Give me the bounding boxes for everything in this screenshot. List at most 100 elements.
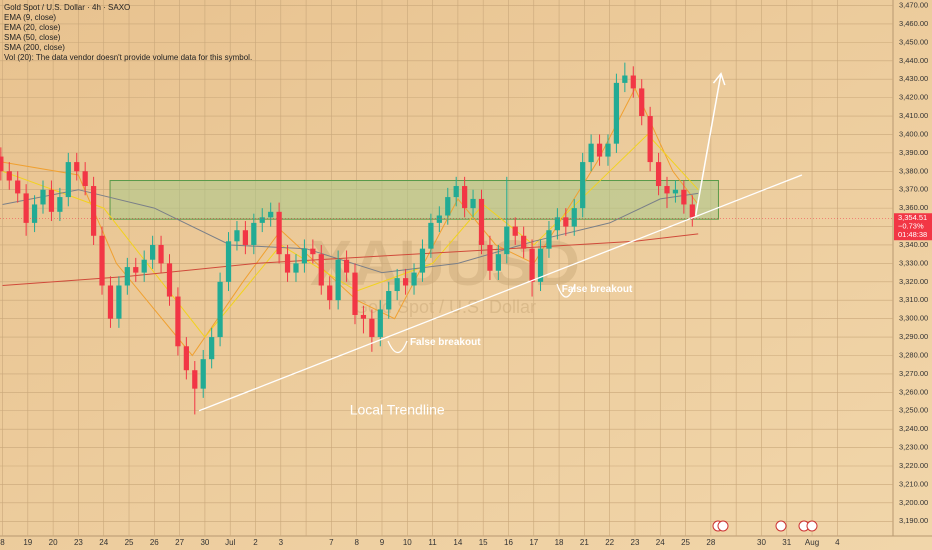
watermark-subtitle: Gold Spot / U.S. Dollar <box>354 297 536 317</box>
candle-body <box>571 208 577 227</box>
candle-body <box>6 171 12 181</box>
annotation: False breakout <box>410 337 481 348</box>
candle-body <box>15 180 21 194</box>
x-tick-label: 11 <box>428 538 437 547</box>
y-tick-label: 3,290.00 <box>899 332 928 341</box>
y-tick-label: 3,430.00 <box>899 74 928 83</box>
candle-body <box>124 267 130 286</box>
candle-body <box>251 222 257 245</box>
last-price-label: 3,354.51 <box>898 213 927 222</box>
candle-body <box>192 370 198 389</box>
x-tick-label: 28 <box>706 538 715 547</box>
candle-body <box>470 198 476 209</box>
candle-body <box>655 162 662 187</box>
supply-demand-zone <box>109 180 719 220</box>
legend-entry: Vol (20): The data vendor doesn't provid… <box>4 53 252 62</box>
candle-body <box>200 359 206 389</box>
y-tick-label: 3,360.00 <box>899 203 928 212</box>
candle-body <box>369 318 375 338</box>
x-tick-label: 4 <box>835 538 840 547</box>
candle-body <box>82 171 88 187</box>
x-tick-label: 26 <box>150 538 159 547</box>
legend-entry: EMA (20, close) <box>4 23 61 32</box>
candle-body <box>622 75 628 83</box>
candle-body <box>428 222 434 249</box>
candle-body <box>504 226 510 255</box>
candle-body <box>537 248 544 282</box>
candle-body <box>301 248 308 264</box>
candle-body <box>521 235 527 249</box>
candle-body <box>689 204 695 218</box>
candle-body <box>529 248 535 282</box>
y-tick-label: 3,200.00 <box>899 498 928 507</box>
candle-body <box>40 189 46 205</box>
x-tick-label: 15 <box>479 538 488 547</box>
event-icons <box>712 520 818 532</box>
candle-body <box>57 197 63 212</box>
candle-body <box>116 285 122 319</box>
candle-body <box>647 116 653 163</box>
moving-average-line <box>2 189 699 274</box>
candle-body <box>613 82 620 144</box>
y-tick-label: 3,330.00 <box>899 258 928 267</box>
candle-body <box>268 211 274 218</box>
x-tick-label: 25 <box>681 538 690 547</box>
y-tick-label: 3,470.00 <box>899 1 928 10</box>
x-tick-label: 18 <box>555 538 564 547</box>
moving-average-line <box>2 87 699 357</box>
grid <box>0 0 893 536</box>
y-tick-label: 3,320.00 <box>899 277 928 286</box>
x-tick-label: 14 <box>453 538 462 547</box>
candle-body <box>107 285 114 319</box>
y-tick-label: 3,300.00 <box>899 314 928 323</box>
candle-body <box>133 267 139 273</box>
x-tick-label: 16 <box>504 538 513 547</box>
candle-body <box>150 244 156 260</box>
x-tick-label: 9 <box>380 538 385 547</box>
candle-body <box>141 259 147 273</box>
x-tick-label: 30 <box>200 538 209 547</box>
candle-body <box>259 217 265 223</box>
candle-body <box>546 230 552 249</box>
x-tick-label: 17 <box>529 538 538 547</box>
y-tick-label: 3,370.00 <box>899 185 928 194</box>
candle-body <box>352 272 358 315</box>
x-tick-label: 22 <box>605 538 614 547</box>
candle-body <box>554 217 561 231</box>
candle-body <box>183 346 189 371</box>
candle-body <box>158 244 164 264</box>
legend-entry: SMA (200, close) <box>4 43 65 52</box>
candle-body <box>242 230 248 245</box>
candle-body <box>639 88 645 117</box>
event-icon <box>806 520 818 532</box>
x-tick-label: 24 <box>656 538 665 547</box>
x-tick-label: 24 <box>99 538 108 547</box>
x-tick-label: 2 <box>253 538 258 547</box>
legend-entry: SMA (50, close) <box>4 33 61 42</box>
y-tick-label: 3,270.00 <box>899 369 928 378</box>
annotation: False breakout <box>562 284 633 295</box>
candle-body <box>234 230 240 242</box>
last-change-label: −0.73% <box>898 222 924 231</box>
y-tick-label: 3,250.00 <box>899 406 928 415</box>
y-tick-label: 3,420.00 <box>899 93 928 102</box>
x-tick-label: 19 <box>23 538 32 547</box>
candle-body <box>588 143 594 163</box>
chart-title: Gold Spot / U.S. Dollar · 4h · SAXO <box>4 3 130 12</box>
x-tick-label: Aug <box>805 538 819 547</box>
candle-body <box>23 193 29 223</box>
candle-body <box>630 75 636 89</box>
projection-arrow <box>694 73 722 216</box>
candle-body <box>209 337 215 360</box>
x-tick-label: 23 <box>631 538 640 547</box>
candle-body <box>327 285 333 301</box>
legend: Gold Spot / U.S. Dollar · 4h · SAXO EMA … <box>4 3 252 62</box>
candle-body <box>411 272 417 286</box>
candle-body <box>293 263 299 273</box>
candle-body <box>90 186 97 236</box>
candle-body <box>596 143 603 157</box>
x-tick-label: 25 <box>125 538 134 547</box>
x-tick-label: 30 <box>757 538 766 547</box>
candle-body <box>495 254 501 271</box>
